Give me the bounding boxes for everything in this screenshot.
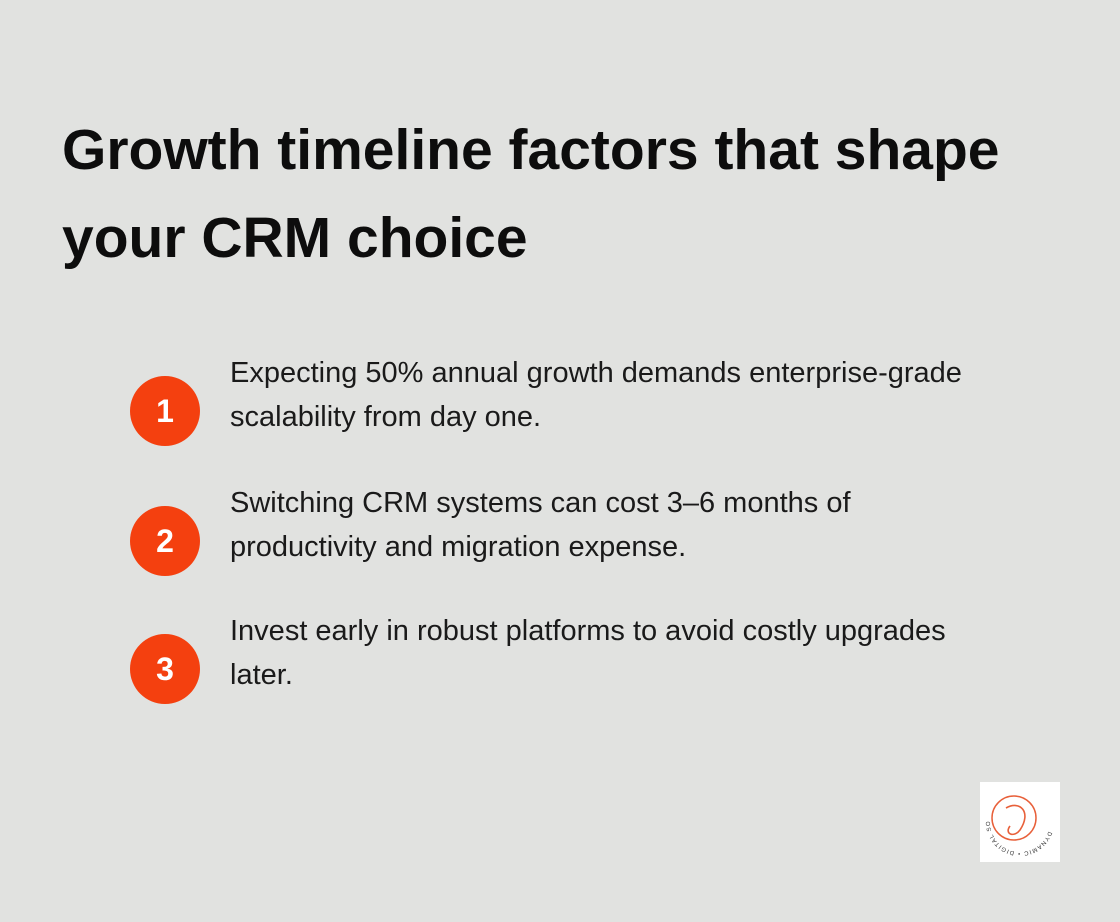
number-badge: 2 (130, 506, 200, 576)
logo-text: DYNAMIC • DIGITAL SOLUTIONS (980, 782, 1052, 856)
item-text: Expecting 50% annual growth demands ente… (230, 357, 962, 433)
number-badge: 3 (130, 634, 200, 704)
list-item: 3 Invest early in robust platforms to avo… (130, 615, 1010, 734)
logo: DYNAMIC • DIGITAL SOLUTIONS (980, 782, 1060, 862)
list-item: 1 Expecting 50% annual growth demands ent… (130, 357, 1010, 476)
item-text: Switching CRM systems can cost 3–6 month… (230, 487, 851, 563)
logo-text-path: DYNAMIC • DIGITAL SOLUTIONS (980, 782, 1051, 856)
logo-letter (1005, 804, 1026, 836)
title: Growth timeline factors that shape your … (62, 118, 1000, 270)
logo-circle (991, 795, 1037, 841)
item-text: Invest early in robust platforms to avoi… (230, 615, 946, 691)
list-item: 2 Switching CRM systems can cost 3–6 mont… (130, 487, 1010, 606)
number-badge: 1 (130, 376, 200, 446)
